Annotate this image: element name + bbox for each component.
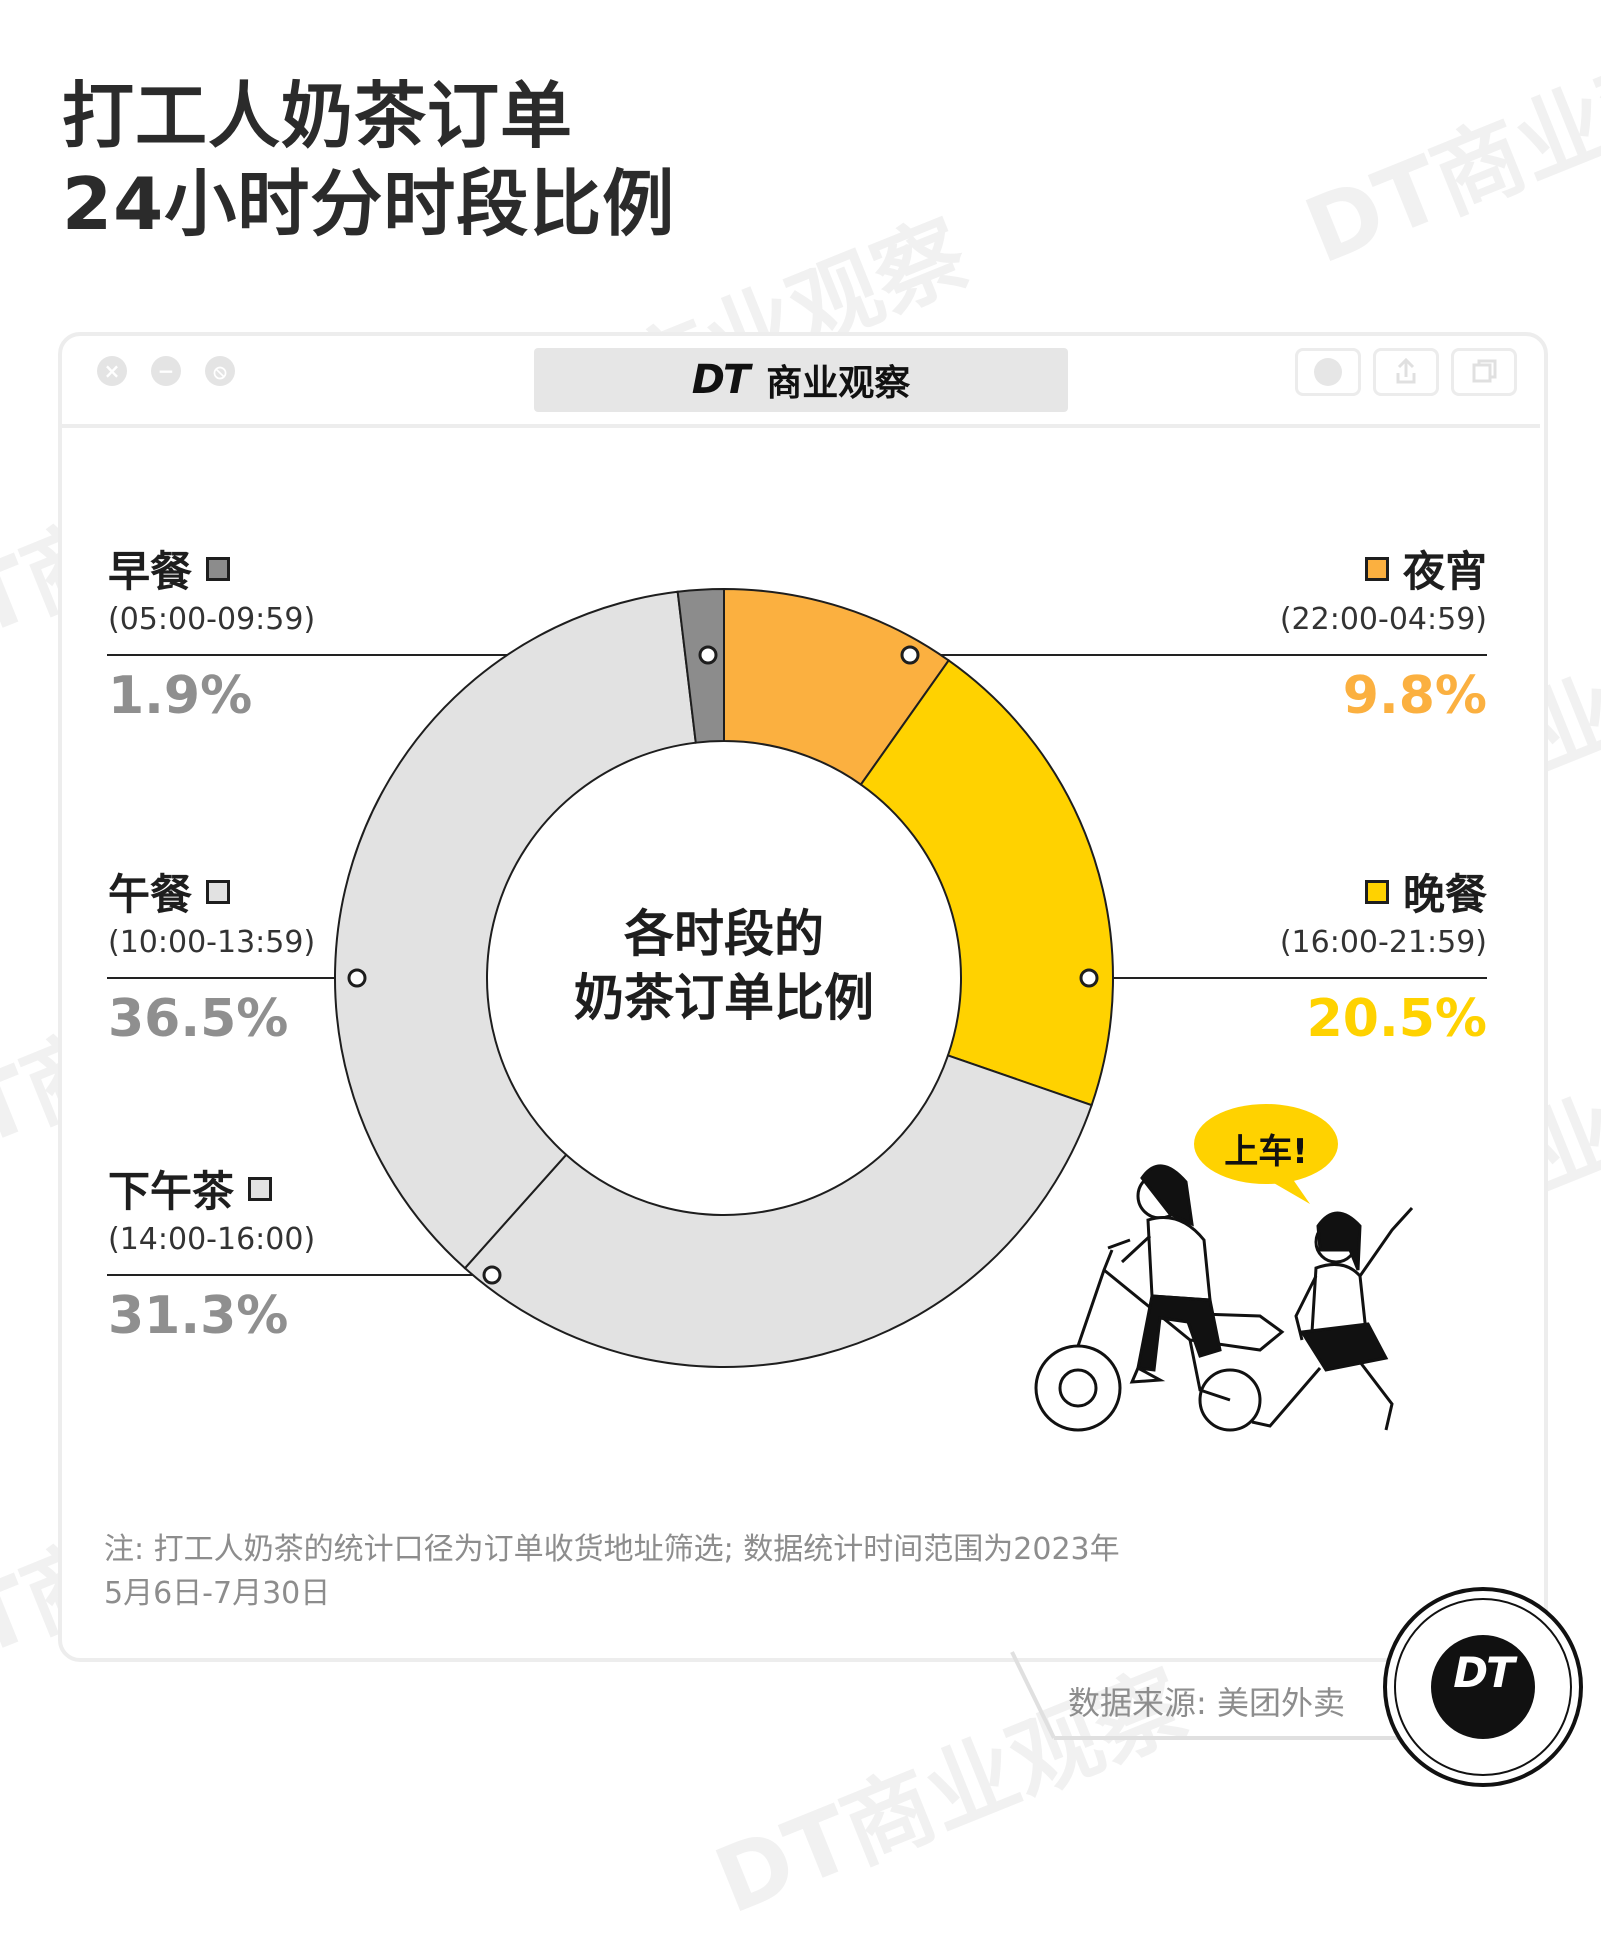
leader-marker	[900, 645, 920, 665]
legend-night-name: 夜宵	[1402, 547, 1487, 596]
scooter	[1034, 1238, 1285, 1432]
note-line-1: 注: 打工人奶茶的统计口径为订单收货地址筛选; 数据统计时间范围为2023年	[104, 1532, 1120, 1567]
legend-dinner-swatch	[1364, 879, 1389, 904]
legend-lunch-swatch	[206, 879, 231, 904]
record-icon[interactable]	[1295, 348, 1361, 396]
legend-lunch-pct: 36.5%	[108, 989, 289, 1049]
brand-name: 商业观察	[766, 363, 911, 404]
rider-figure	[1120, 1164, 1222, 1384]
legend-dinner-pct: 20.5%	[1306, 989, 1487, 1049]
passenger-figure	[1251, 1206, 1414, 1431]
legend-tea-name: 下午茶	[108, 1167, 235, 1216]
copy-icon[interactable]	[1451, 348, 1517, 396]
legend-breakfast-pct: 1.9%	[108, 666, 253, 726]
legend-night-time: (22:00-04:59)	[1279, 602, 1487, 637]
legend-dinner-time: (16:00-21:59)	[1279, 925, 1487, 960]
toolbar-divider	[62, 424, 1540, 428]
legend-night-pct: 9.8%	[1342, 666, 1487, 726]
slice-afternoon-tea	[463, 1054, 1093, 1368]
legend-tea-pct: 31.3%	[108, 1286, 289, 1346]
leader-marker	[347, 968, 367, 988]
legend-tea-swatch	[248, 1176, 273, 1201]
center-line-1: 各时段的	[624, 905, 824, 963]
legend-night: 夜宵	[1347, 538, 1487, 599]
legend-breakfast-swatch	[206, 556, 231, 581]
chart-note: 注: 打工人奶茶的统计口径为订单收货地址筛选; 数据统计时间范围为2023年 5…	[104, 1528, 1120, 1616]
block-icon[interactable]: ⦸	[205, 356, 235, 386]
note-line-2: 5月6日-7月30日	[104, 1576, 331, 1611]
legend-night-swatch	[1364, 556, 1389, 581]
legend-tea-time: (14:00-16:00)	[108, 1222, 316, 1257]
data-source: 数据来源: 美团外卖	[1068, 1684, 1345, 1722]
title-line-2: 24小时分时段比例	[62, 162, 676, 246]
center-line-2: 奶茶订单比例	[574, 969, 874, 1027]
legend-lunch-name: 午餐	[108, 870, 193, 919]
dt-badge	[1383, 1587, 1583, 1787]
speech-bubble	[1194, 1104, 1338, 1204]
brand-bar: DT 商业观察	[534, 348, 1068, 412]
dt-badge-logo: DT	[1453, 1648, 1515, 1697]
leader-marker	[698, 645, 718, 665]
slice-breakfast	[676, 587, 725, 744]
legend-lunch: 午餐	[108, 861, 231, 922]
speech-bubble-text: 上车!	[1224, 1132, 1308, 1172]
legend-breakfast-time: (05:00-09:59)	[108, 602, 316, 637]
leader-marker	[482, 1265, 502, 1285]
title-line-1: 打工人奶茶订单	[62, 74, 574, 158]
legend-dinner: 晚餐	[1347, 861, 1487, 922]
legend-breakfast: 早餐	[108, 538, 231, 599]
donut-chart	[334, 587, 1115, 1368]
chart-center-label: 各时段的 奶茶订单比例	[524, 902, 924, 1030]
source-tab	[1010, 1651, 1398, 1740]
close-icon[interactable]: ×	[97, 356, 127, 386]
leader-marker	[1079, 968, 1099, 988]
slice-dinner	[859, 659, 1115, 1107]
window-frame	[58, 332, 1548, 1662]
legend-tea: 下午茶	[108, 1158, 273, 1219]
slice-lunch	[334, 590, 697, 1270]
minimize-icon[interactable]: −	[151, 356, 181, 386]
legend-lunch-time: (10:00-13:59)	[108, 925, 316, 960]
share-icon[interactable]	[1373, 348, 1439, 396]
legend-breakfast-name: 早餐	[108, 547, 193, 596]
page-title: 打工人奶茶订单 24小时分时段比例	[62, 72, 675, 248]
legend-dinner-name: 晚餐	[1402, 870, 1487, 919]
brand-logo: DT	[691, 357, 750, 403]
scooter-illustration	[1034, 1104, 1414, 1432]
